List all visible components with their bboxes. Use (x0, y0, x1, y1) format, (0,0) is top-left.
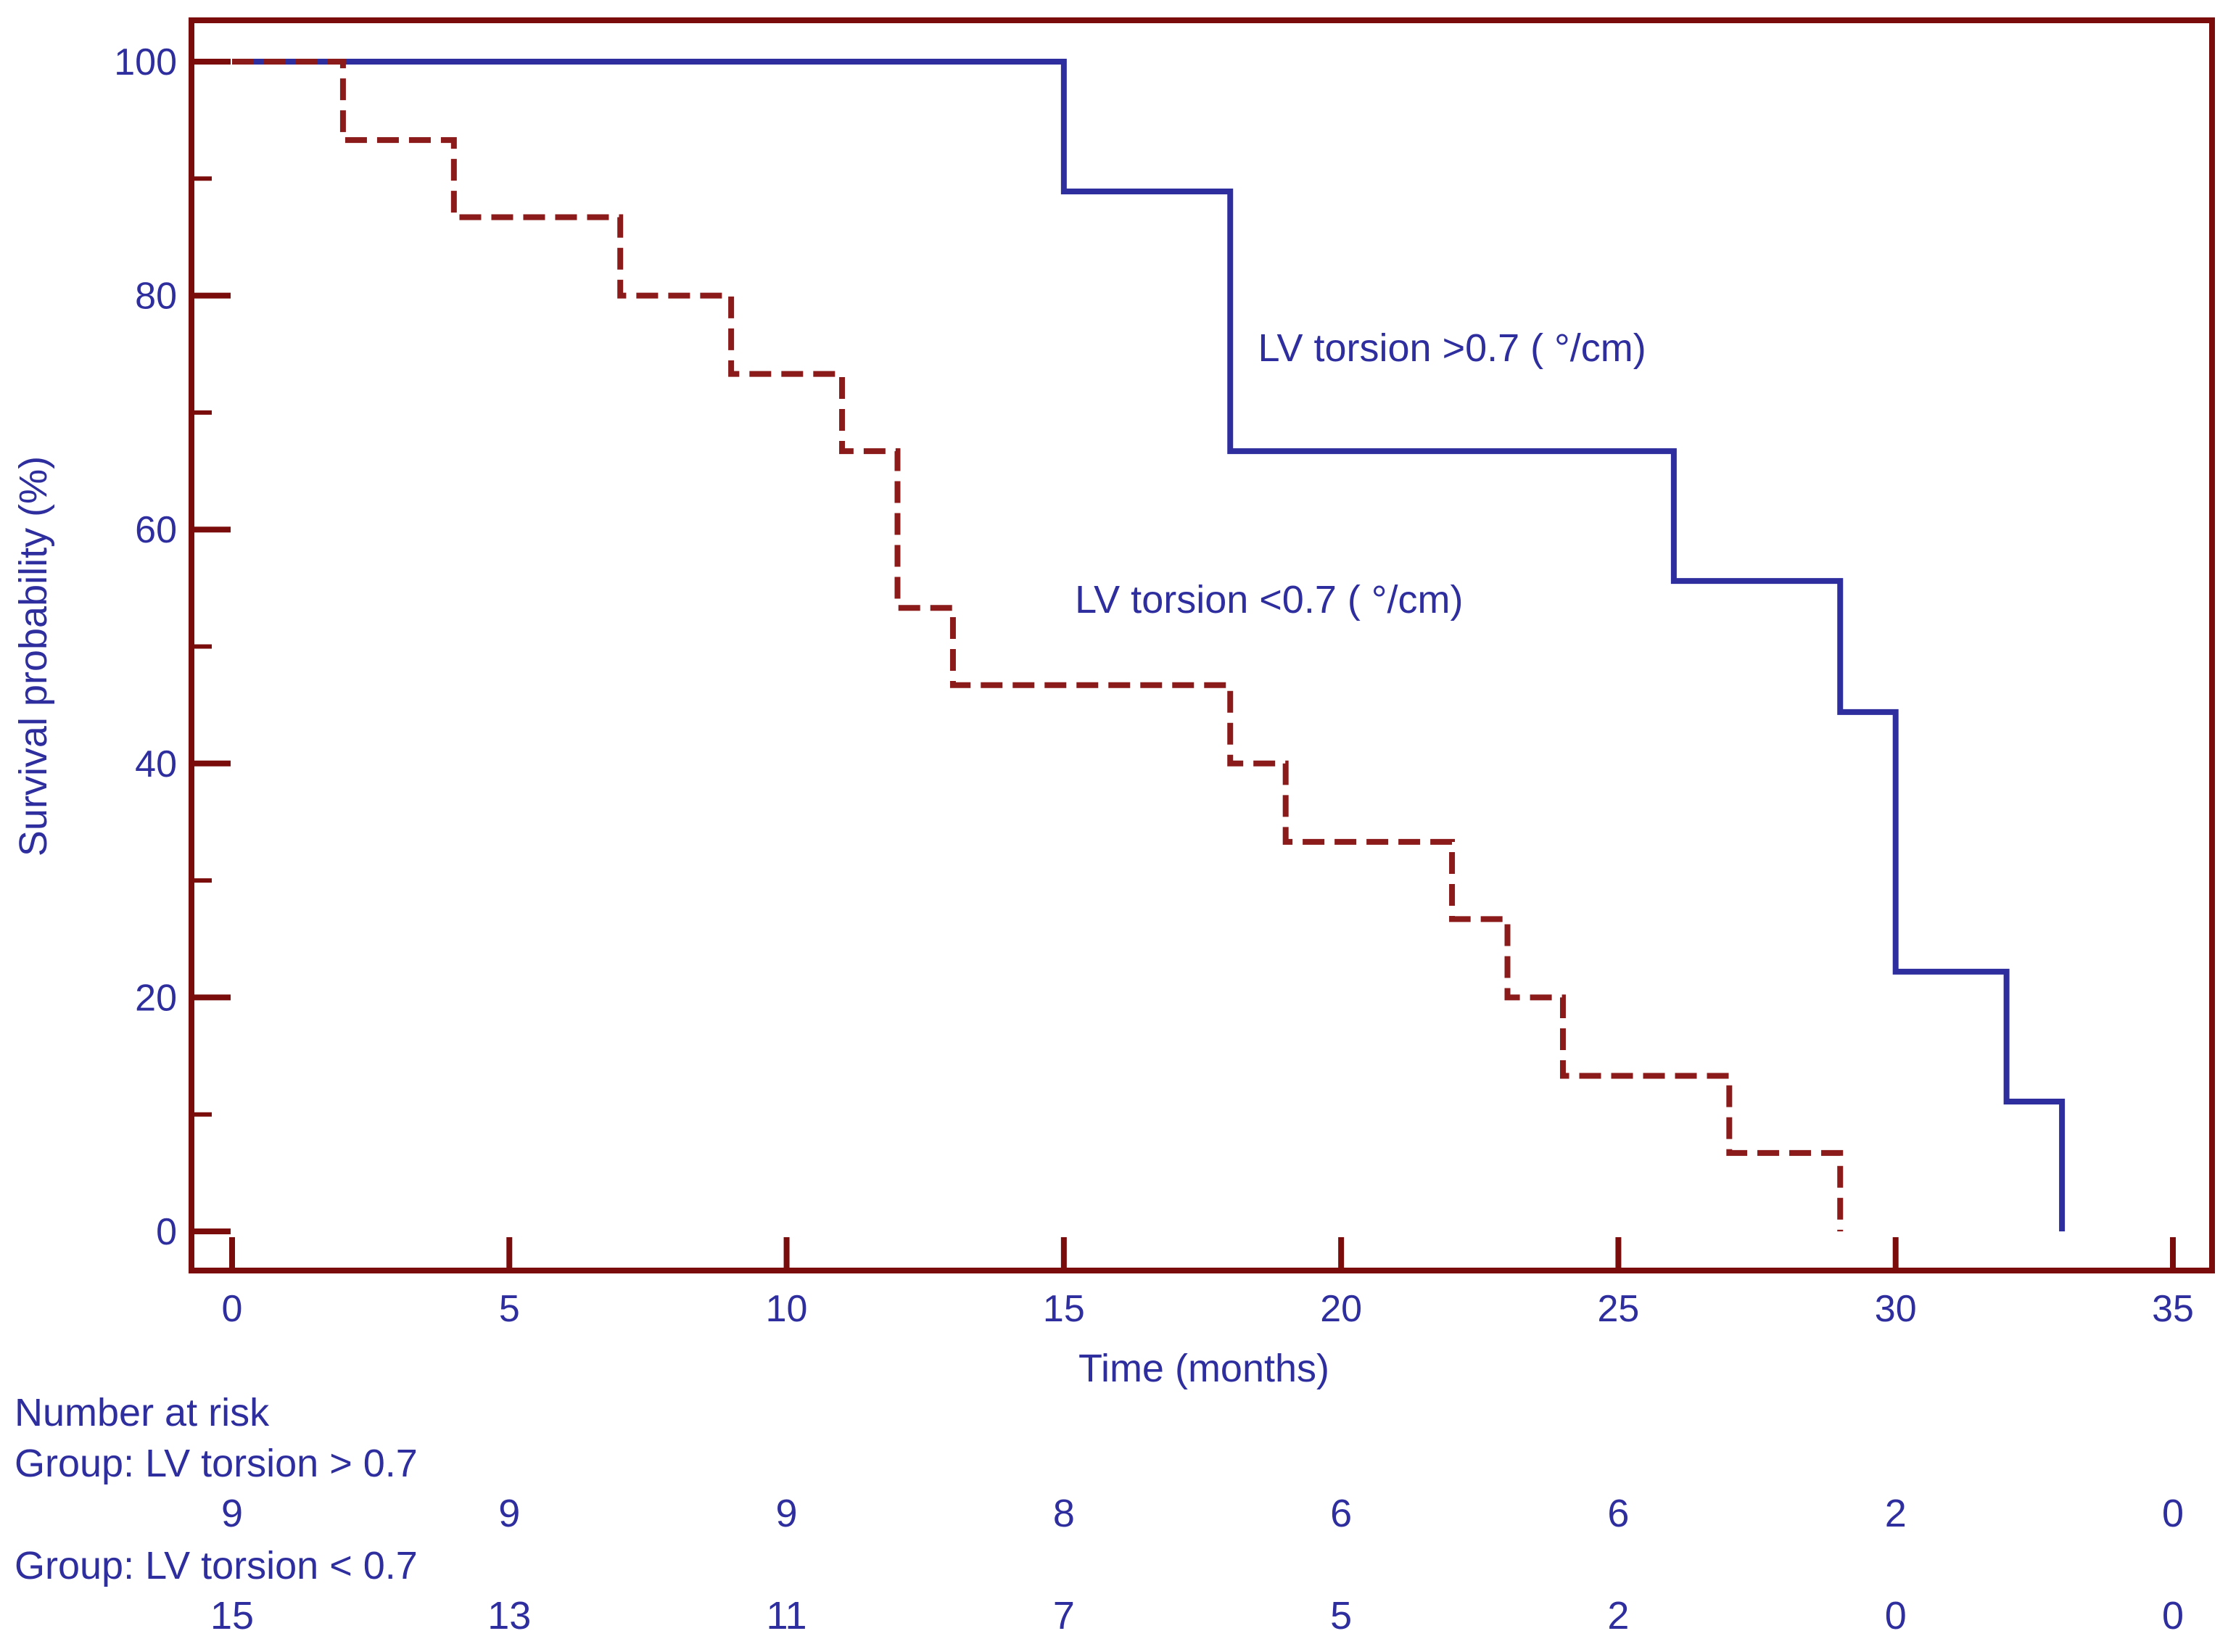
survival-curve-high-torsion (232, 59, 2066, 1231)
y-tick-label: 20 (135, 977, 177, 1019)
x-tick-label: 25 (1598, 1288, 1640, 1330)
x-tick-label: 0 (222, 1288, 243, 1330)
risk-count: 13 (487, 1594, 531, 1637)
risk-group-label: Group: LV torsion > 0.7 (15, 1442, 418, 1485)
risk-group-label: Group: LV torsion < 0.7 (15, 1544, 418, 1587)
x-tick-label: 10 (766, 1288, 808, 1330)
risk-count: 9 (221, 1492, 243, 1535)
risk-count: 6 (1330, 1492, 1352, 1535)
risk-count: 2 (1885, 1492, 1907, 1535)
y-tick-label: 0 (156, 1211, 177, 1253)
risk-count: 0 (2162, 1492, 2184, 1535)
risk-count: 0 (1885, 1594, 1907, 1637)
series-label-low-torsion: LV torsion <0.7 ( °/cm) (1075, 578, 1463, 621)
y-tick-label: 80 (135, 276, 177, 318)
risk-count: 15 (210, 1594, 254, 1637)
risk-count: 0 (2162, 1594, 2184, 1637)
series-label-high-torsion: LV torsion >0.7 ( °/cm) (1258, 326, 1646, 370)
risk-count: 7 (1053, 1594, 1075, 1637)
x-tick-label: 20 (1320, 1288, 1362, 1330)
axes-layer: 0 5 10 15 20 25 30 35 0 20 40 60 80 100 (114, 41, 2194, 1330)
risk-count: 9 (498, 1492, 520, 1535)
y-axis-title: Survival probability (%) (12, 456, 55, 856)
risk-table-title: Number at risk (15, 1391, 270, 1434)
x-tick-label: 15 (1043, 1288, 1085, 1330)
annotation-layer: LV torsion >0.7 ( °/cm) LV torsion <0.7 (… (1075, 326, 1646, 621)
x-tick-label: 5 (499, 1288, 520, 1330)
survival-curve-low-torsion (232, 59, 1844, 1231)
y-tick-label: 60 (135, 509, 177, 551)
x-tick-label: 35 (2152, 1288, 2194, 1330)
x-axis-title: Time (months) (1078, 1347, 1329, 1390)
y-tick-label: 100 (114, 41, 177, 83)
series-layer (232, 59, 2066, 1231)
risk-count: 9 (776, 1492, 798, 1535)
x-tick-label: 30 (1875, 1288, 1917, 1330)
risk-count: 11 (767, 1594, 807, 1637)
risk-count: 6 (1607, 1492, 1629, 1535)
plot-frame (189, 17, 2215, 1273)
risk-count: 5 (1330, 1594, 1352, 1637)
risk-table: Number at risk Group: LV torsion > 0.7 9 9 9… (15, 1391, 2184, 1637)
y-tick-label: 40 (135, 743, 177, 785)
risk-count: 2 (1607, 1594, 1629, 1637)
risk-count: 8 (1053, 1492, 1075, 1535)
